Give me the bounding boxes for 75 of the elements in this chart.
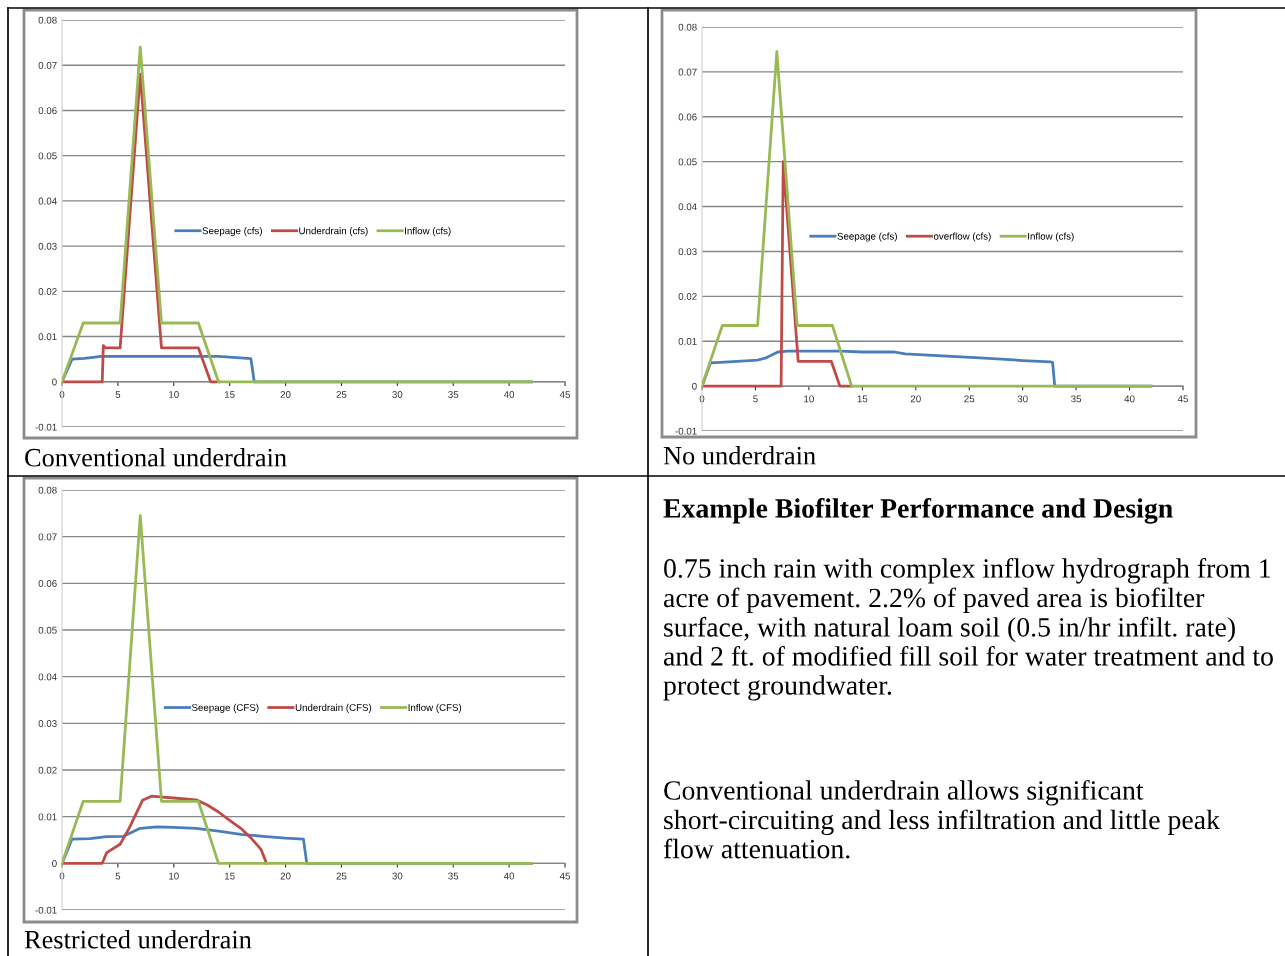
y-tick-label: 0.07	[38, 533, 57, 541]
legend-label: Inflow (cfs)	[405, 227, 451, 237]
x-tick-label: 30	[392, 872, 403, 880]
y-tick-label: 0.05	[678, 158, 697, 166]
x-tick-label: 20	[910, 395, 921, 403]
legend-label: Seepage (cfs)	[202, 227, 262, 237]
legend-label: Inflow (cfs)	[1028, 232, 1074, 242]
x-tick-label: 45	[1177, 395, 1188, 403]
text: No underdrain	[663, 446, 816, 465]
text: Conventional underdrain allows significant short-circuiting and less infiltration and little peak flow attenuation.	[663, 780, 1220, 859]
x-tick-label: 0	[699, 395, 705, 403]
x-tick-label: 20	[280, 872, 291, 880]
x-tick-label: 30	[1017, 395, 1028, 403]
y-tick-label: 0.03	[38, 242, 57, 250]
y-tick-label: 0	[52, 860, 57, 867]
y-tick-label: 0.01	[38, 333, 57, 341]
x-tick-label: 40	[1124, 395, 1135, 403]
x-tick-label: 25	[964, 395, 975, 403]
y-tick-label: 0	[692, 382, 697, 390]
y-tick-label: 0.05	[38, 626, 57, 634]
y-tick-label: 0.08	[678, 23, 697, 31]
x-tick-label: 45	[559, 872, 570, 880]
legend-label: Seepage (CFS)	[191, 703, 259, 713]
y-tick-label: 0.06	[38, 580, 57, 587]
y-tick-label: 0.03	[38, 720, 57, 727]
legend-label: Underdrain (CFS)	[295, 703, 372, 713]
y-tick-label: 0.04	[38, 197, 57, 205]
x-tick-label: 10	[169, 872, 179, 880]
text: Conventional underdrain	[25, 448, 287, 467]
text: Restricted underdrain	[24, 930, 252, 949]
y-tick-label: 0.06	[678, 113, 697, 121]
x-tick-label: 10	[169, 391, 179, 398]
x-tick-label: 15	[225, 872, 235, 880]
x-tick-label: 25	[336, 391, 347, 398]
text: 0.75 inch rain with complex inflow hydrograph from 1 acre of pavement. 2.2% of paved area is biofilter surface, with natural loam soil (0.5 in/hr infilt. rate) and 2 ft. of modified fill soil for water treatment and to protect groundwater.	[663, 558, 1273, 701]
x-tick-label: 15	[857, 395, 868, 403]
y-tick-label: 0.04	[678, 203, 697, 211]
x-tick-label: 40	[503, 872, 515, 880]
legend-label: Seepage (cfs)	[837, 232, 897, 242]
y-tick-label: 0.07	[38, 61, 57, 69]
x-tick-label: 30	[392, 391, 403, 398]
x-tick-label: 40	[503, 391, 515, 398]
y-tick-label: 0.06	[38, 107, 57, 115]
y-tick-label: -0.01	[675, 427, 697, 435]
y-tick-label: 0.01	[678, 337, 697, 345]
x-tick-label: 5	[753, 395, 758, 403]
y-tick-label: 0.08	[38, 16, 57, 24]
legend-label: Inflow (CFS)	[408, 703, 462, 713]
y-tick-label: 0.07	[678, 68, 697, 76]
y-tick-label: 0.08	[38, 486, 57, 494]
x-tick-label: 35	[448, 391, 459, 398]
x-tick-label: 5	[115, 872, 121, 880]
x-tick-label: 25	[336, 872, 347, 880]
y-tick-label: 0.05	[38, 152, 57, 160]
x-tick-label: 20	[280, 391, 291, 398]
y-tick-label: 0.04	[38, 673, 57, 681]
y-tick-label: -0.01	[35, 906, 57, 914]
x-tick-label: 35	[448, 872, 459, 880]
text: Example Biofilter Performance and Design	[663, 498, 1173, 524]
legend-label: Underdrain (cfs)	[299, 227, 368, 237]
x-tick-label: 10	[804, 395, 814, 403]
y-tick-label: 0.03	[678, 248, 697, 256]
x-tick-label: 45	[559, 391, 570, 398]
x-tick-label: 35	[1071, 395, 1082, 403]
legend-label: overflow (cfs)	[933, 232, 991, 242]
y-tick-label: 0.01	[38, 813, 57, 821]
y-tick-label: 0.02	[38, 766, 57, 774]
x-tick-label: 0	[59, 872, 65, 880]
y-tick-label: -0.01	[35, 423, 57, 431]
x-tick-label: 15	[225, 391, 235, 398]
x-tick-label: 5	[115, 391, 121, 398]
x-tick-label: 0	[59, 391, 65, 398]
y-tick-label: 0.02	[38, 288, 57, 295]
y-tick-label: 0	[52, 378, 57, 386]
y-tick-label: 0.02	[678, 293, 697, 300]
